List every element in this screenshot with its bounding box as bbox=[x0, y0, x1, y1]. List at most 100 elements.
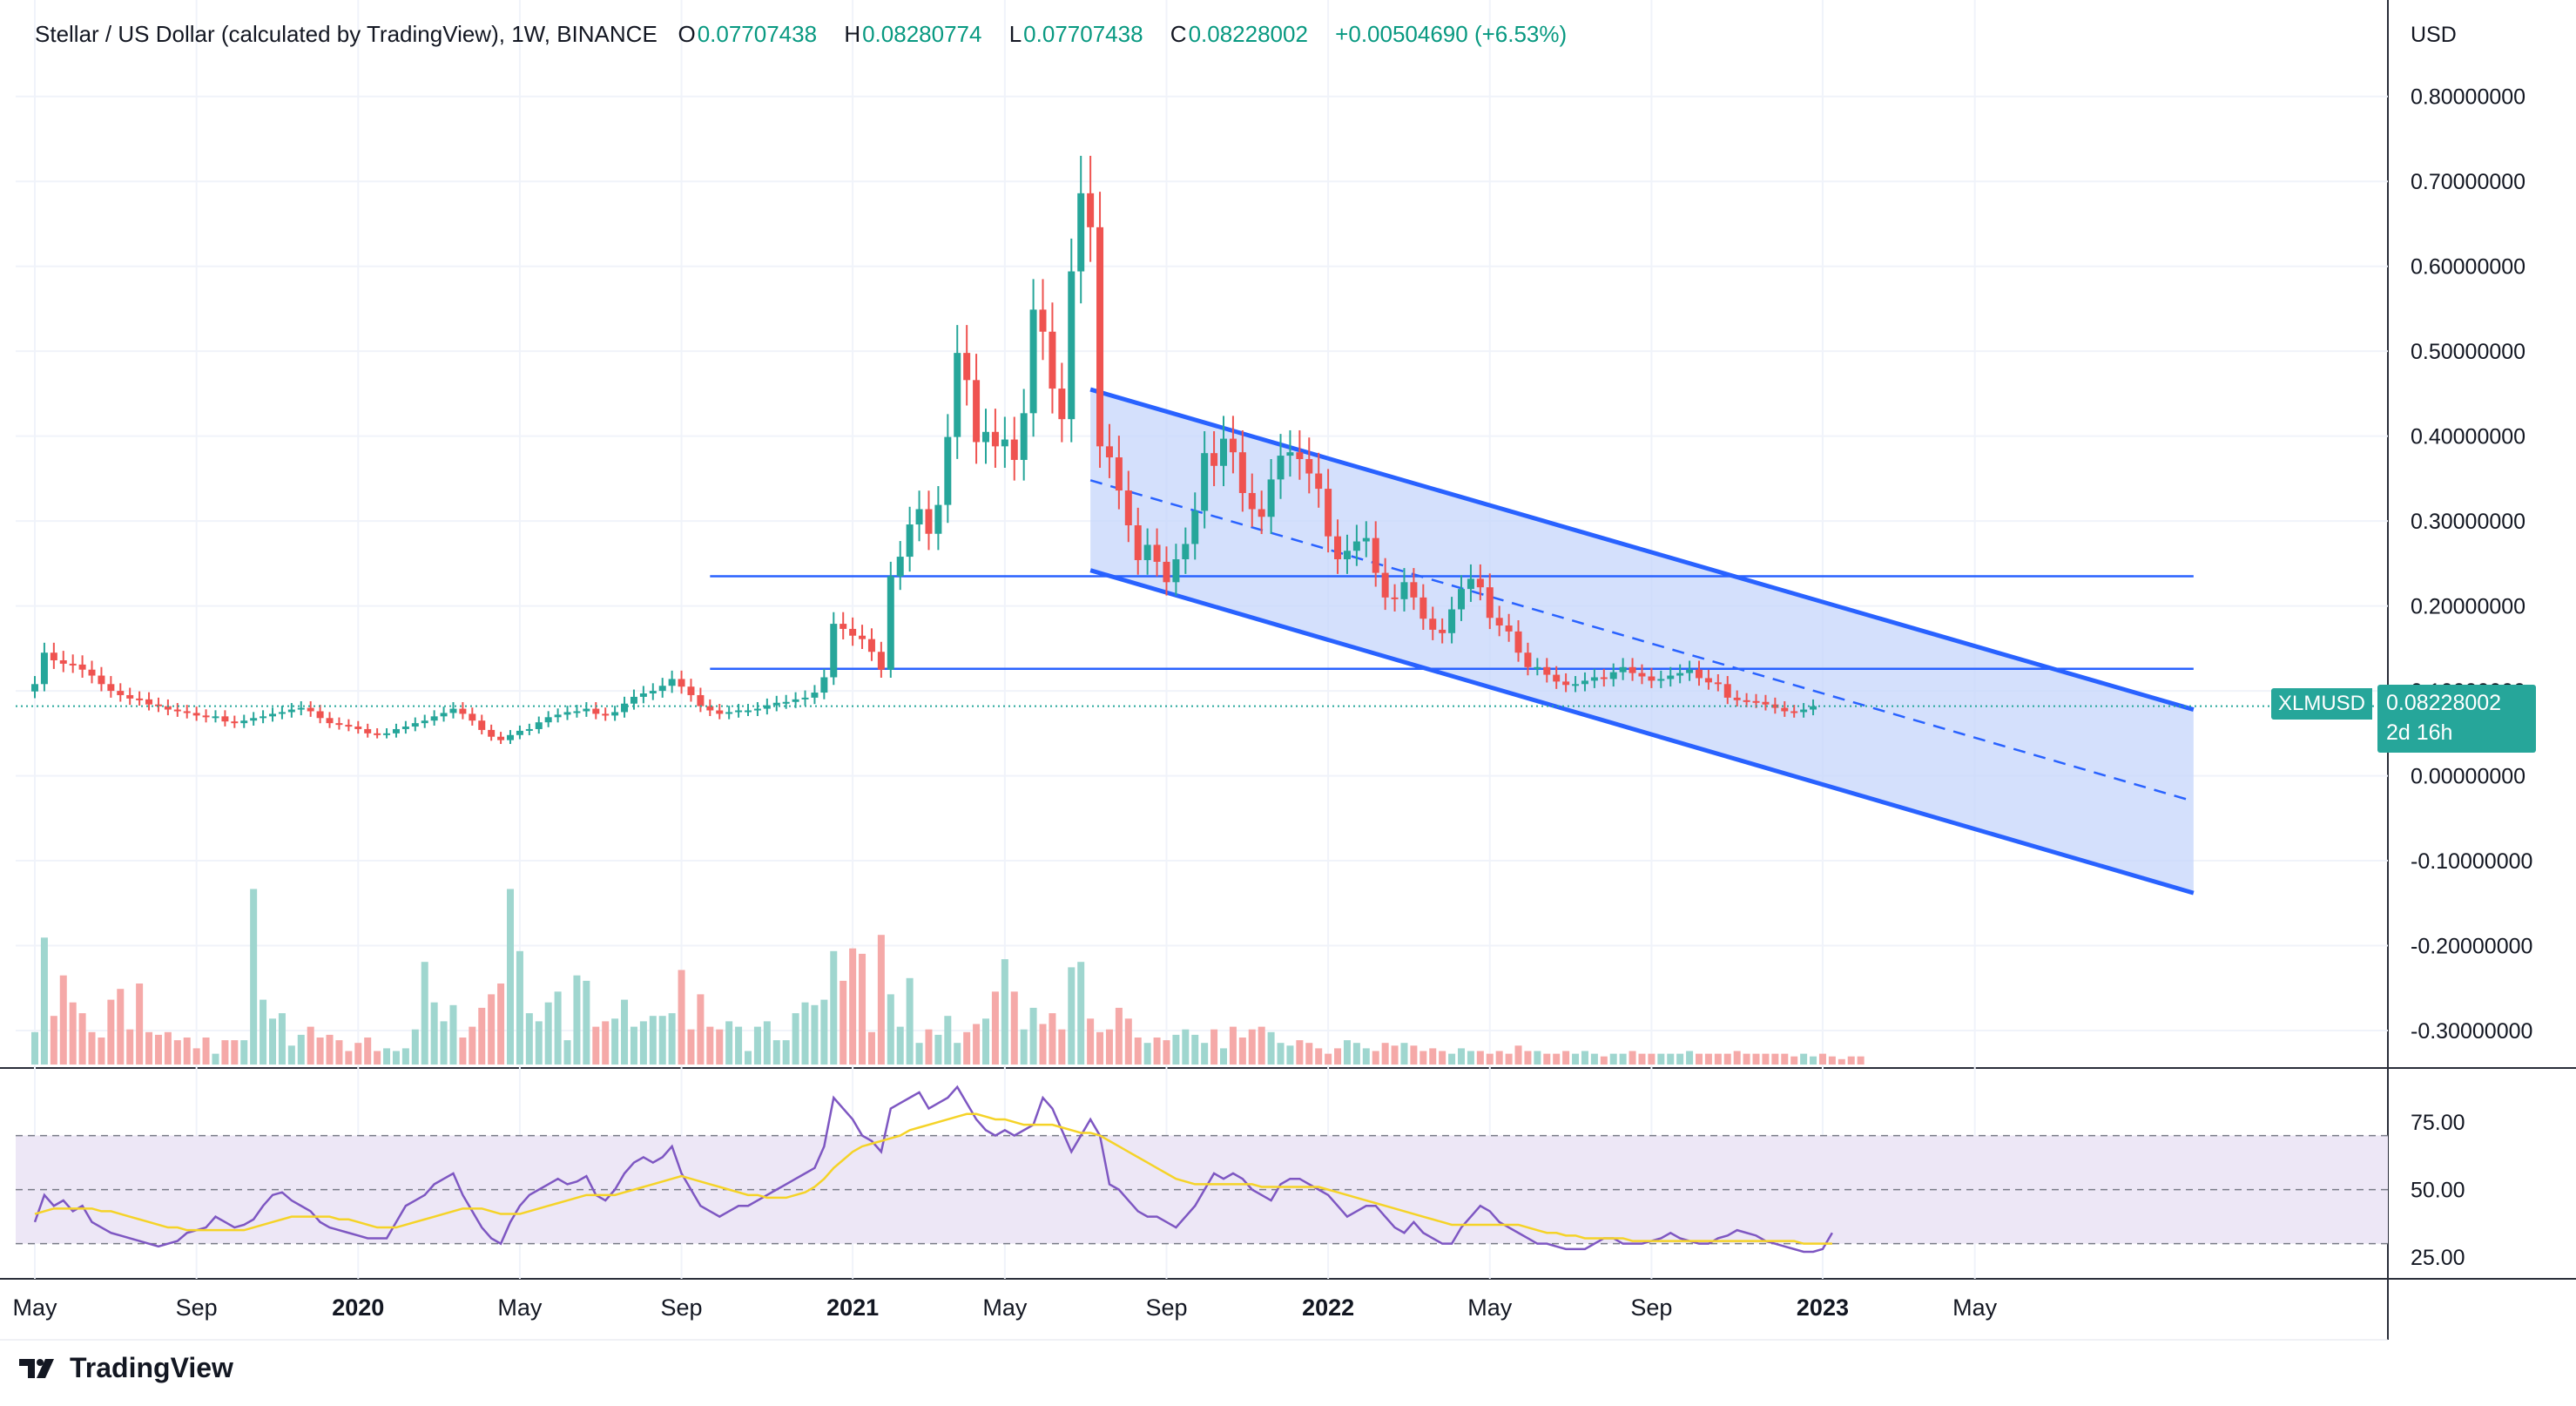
volume-bar bbox=[335, 1040, 343, 1065]
volume-bar bbox=[554, 991, 562, 1065]
volume-bar bbox=[488, 994, 496, 1065]
candle-body bbox=[1020, 413, 1028, 460]
volume-bar bbox=[1476, 1051, 1484, 1065]
candle-body bbox=[1590, 677, 1598, 681]
candle-body bbox=[563, 712, 571, 715]
volume-bar bbox=[1838, 1058, 1845, 1065]
candle-body bbox=[1305, 458, 1313, 474]
volume-bar bbox=[126, 1029, 134, 1065]
volume-bar bbox=[1277, 1043, 1285, 1065]
low-value: 0.07707438 bbox=[1023, 21, 1143, 47]
volume-bar bbox=[991, 991, 999, 1065]
candle-body bbox=[40, 652, 48, 685]
candle-body bbox=[1296, 452, 1304, 459]
last-price-value: 0.08228002 bbox=[2386, 691, 2502, 715]
candle-body bbox=[1325, 489, 1332, 537]
volume-bar bbox=[1847, 1056, 1855, 1065]
volume-bar bbox=[1362, 1048, 1370, 1065]
volume-bar bbox=[1134, 1038, 1142, 1065]
volume-bar bbox=[421, 962, 428, 1065]
volume-bar bbox=[963, 1031, 971, 1065]
volume-bar bbox=[611, 1018, 619, 1065]
candle-body bbox=[307, 707, 314, 712]
volume-bar bbox=[212, 1053, 219, 1065]
candle-body bbox=[1505, 625, 1513, 632]
candle-body bbox=[1581, 680, 1588, 685]
candle-body bbox=[31, 684, 38, 692]
x-tick-label: 2020 bbox=[332, 1294, 384, 1321]
candle-body bbox=[678, 679, 685, 687]
candle-body bbox=[1068, 271, 1076, 420]
volume-bar bbox=[307, 1026, 314, 1065]
brand[interactable]: TradingView bbox=[17, 1352, 233, 1384]
volume-bar bbox=[231, 1040, 239, 1065]
candle-body bbox=[1220, 438, 1227, 466]
candle-body bbox=[887, 576, 894, 670]
volume-bar bbox=[497, 984, 505, 1065]
candle-body bbox=[1781, 707, 1789, 712]
volume-bar bbox=[668, 1013, 676, 1065]
volume-bar bbox=[1191, 1034, 1199, 1065]
candle-body bbox=[1657, 679, 1665, 681]
candle-body bbox=[753, 708, 761, 711]
candle-body bbox=[963, 353, 971, 381]
candle-body bbox=[1077, 193, 1085, 272]
candle-body bbox=[1476, 578, 1484, 588]
rsi-ma-line bbox=[34, 1112, 1832, 1245]
candle-body bbox=[507, 734, 514, 740]
candle-body bbox=[1210, 453, 1218, 466]
x-tick-label: 2021 bbox=[826, 1294, 879, 1321]
volume-bar bbox=[1828, 1056, 1836, 1065]
channel-lower-line bbox=[1089, 568, 2195, 896]
volume-bar bbox=[753, 1026, 761, 1065]
candle-body bbox=[440, 713, 448, 717]
candle-body bbox=[1790, 711, 1798, 713]
volume-bar bbox=[1524, 1051, 1532, 1065]
candle-body bbox=[212, 716, 219, 719]
candle-body bbox=[1334, 536, 1342, 559]
candle-body bbox=[592, 708, 600, 714]
candle-body bbox=[1163, 561, 1170, 583]
candle-body bbox=[1714, 682, 1722, 685]
volume-bar bbox=[430, 1002, 438, 1065]
candle-body bbox=[1058, 389, 1066, 420]
candle-body bbox=[1524, 652, 1532, 667]
y-tick-label: -0.20000000 bbox=[2411, 935, 2532, 959]
volume-bar bbox=[411, 1029, 419, 1065]
volume-bar bbox=[1600, 1056, 1608, 1065]
volume-bar bbox=[401, 1048, 409, 1065]
volume-bar bbox=[1068, 967, 1076, 1065]
volume-bar bbox=[326, 1034, 334, 1065]
candle-body bbox=[830, 624, 838, 678]
candle-body bbox=[906, 524, 914, 558]
candle-body bbox=[840, 624, 847, 629]
volume-bar bbox=[136, 984, 144, 1065]
channel-upper-line bbox=[1089, 387, 2195, 712]
candle-body bbox=[297, 707, 305, 710]
candle-body bbox=[497, 736, 505, 740]
candle-body bbox=[1352, 541, 1360, 551]
candle-body bbox=[1381, 572, 1389, 598]
volume-bar bbox=[316, 1038, 324, 1065]
volume-bar bbox=[811, 1004, 819, 1065]
candle-body bbox=[1562, 681, 1570, 686]
candle-body bbox=[392, 728, 400, 733]
volume-bar bbox=[192, 1048, 200, 1065]
volume-bar bbox=[240, 1040, 248, 1065]
candle-body bbox=[745, 710, 752, 713]
candle-body bbox=[1609, 672, 1617, 679]
volume-bar bbox=[1439, 1051, 1446, 1065]
y-tick-label: 0.50000000 bbox=[2411, 340, 2525, 364]
volume-bar bbox=[1534, 1051, 1541, 1065]
volume-bar bbox=[278, 1013, 286, 1065]
candle-body bbox=[1704, 678, 1712, 683]
candle-body bbox=[944, 436, 952, 505]
x-tick-label: May bbox=[497, 1294, 543, 1321]
candle-body bbox=[260, 716, 267, 719]
currency-label: USD bbox=[2411, 23, 2457, 47]
x-tick-label: May bbox=[1467, 1294, 1513, 1321]
volume-bar bbox=[735, 1026, 743, 1065]
volume-bar bbox=[88, 1031, 96, 1065]
volume-bar bbox=[1486, 1053, 1494, 1065]
